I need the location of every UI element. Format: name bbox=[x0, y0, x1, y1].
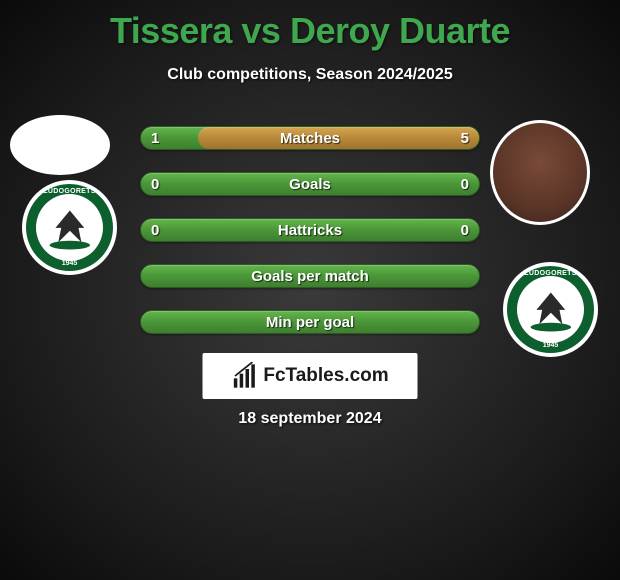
stat-bar-goals: 0 Goals 0 bbox=[140, 172, 480, 196]
page-subtitle: Club competitions, Season 2024/2025 bbox=[0, 66, 620, 84]
stat-label: Goals per match bbox=[141, 265, 479, 287]
stat-value-right: 0 bbox=[451, 219, 479, 241]
stat-value-right: 5 bbox=[451, 127, 479, 149]
date-text: 18 september 2024 bbox=[0, 410, 620, 428]
stat-value-left: 0 bbox=[141, 173, 169, 195]
stat-bar-goals-per-match: Goals per match bbox=[140, 264, 480, 288]
stat-label: Min per goal bbox=[141, 311, 479, 333]
page-title: Tissera vs Deroy Duarte bbox=[0, 0, 620, 52]
stat-value-right bbox=[459, 311, 479, 333]
club-crest-left: LUDOGORETS 1945 bbox=[22, 180, 117, 275]
player-left-photo bbox=[10, 115, 110, 175]
crest-year: 1945 bbox=[507, 342, 594, 349]
crest-year: 1945 bbox=[26, 260, 113, 267]
player-right-photo bbox=[490, 120, 590, 225]
stat-label: Hattricks bbox=[141, 219, 479, 241]
stat-bar-min-per-goal: Min per goal bbox=[140, 310, 480, 334]
stat-bar-fill bbox=[198, 127, 479, 149]
stat-bar-matches: 1 Matches 5 bbox=[140, 126, 480, 150]
stat-value-left bbox=[141, 265, 161, 287]
stat-value-left: 0 bbox=[141, 219, 169, 241]
stat-value-right bbox=[459, 265, 479, 287]
eagle-icon bbox=[41, 199, 99, 257]
stat-bar-hattricks: 0 Hattricks 0 bbox=[140, 218, 480, 242]
eagle-icon bbox=[522, 281, 580, 339]
stat-label: Goals bbox=[141, 173, 479, 195]
branding-text: FcTables.com bbox=[263, 365, 388, 387]
stat-value-left: 1 bbox=[141, 127, 169, 149]
stat-value-right: 0 bbox=[451, 173, 479, 195]
chart-icon bbox=[231, 362, 259, 390]
club-crest-right: LUDOGORETS 1945 bbox=[503, 262, 598, 357]
stat-value-left bbox=[141, 311, 161, 333]
branding-badge: FcTables.com bbox=[203, 353, 418, 399]
stats-bar-container: 1 Matches 5 0 Goals 0 0 Hattricks 0 Goal… bbox=[140, 126, 480, 356]
